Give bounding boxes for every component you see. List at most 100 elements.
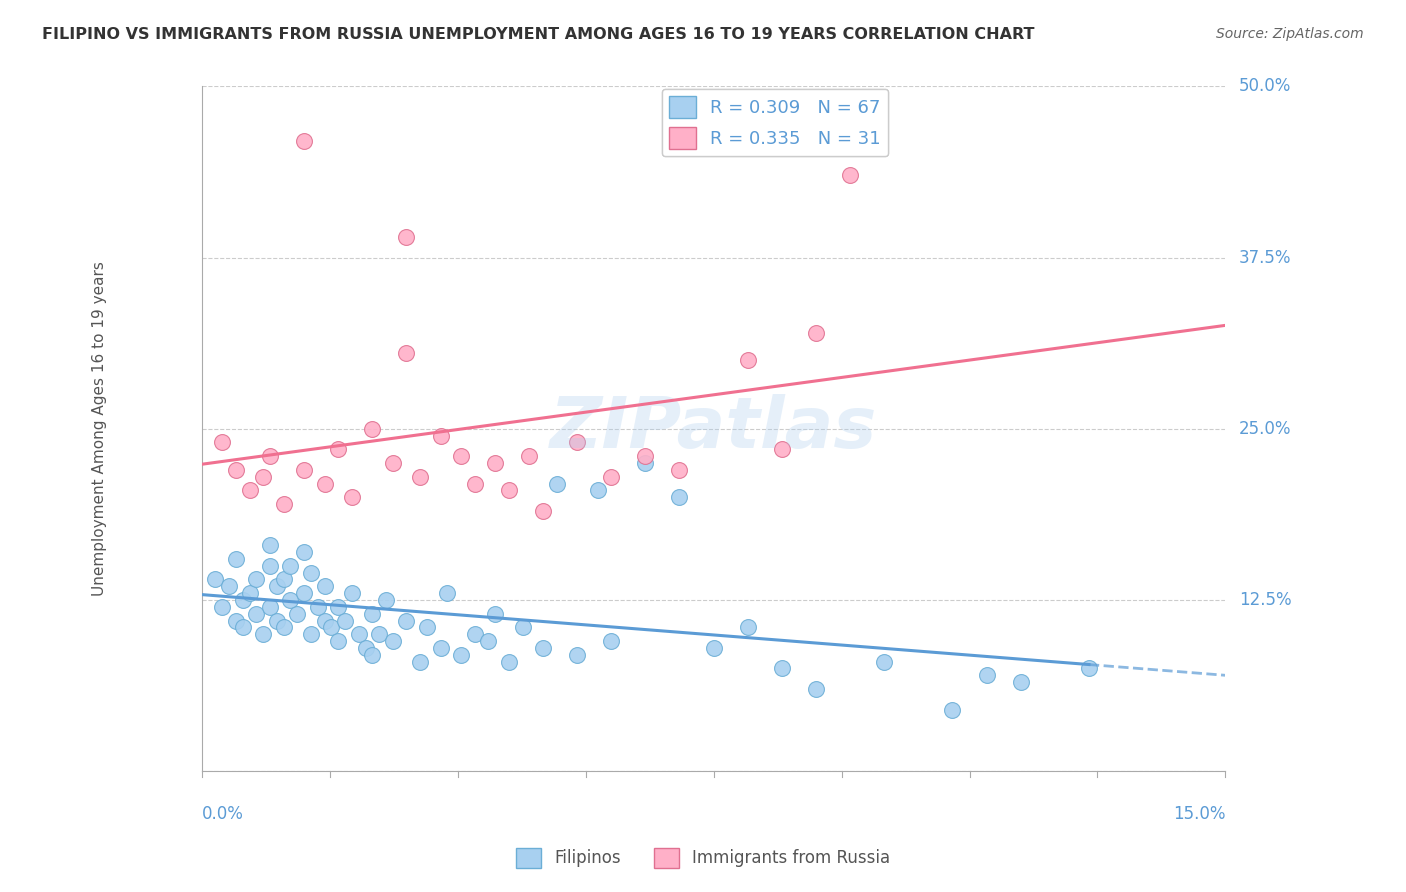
Point <box>464 476 486 491</box>
Text: Source: ZipAtlas.com: Source: ZipAtlas.com <box>1216 27 1364 41</box>
Point <box>259 538 281 552</box>
Point <box>531 504 554 518</box>
Point <box>395 614 418 628</box>
Point <box>634 449 657 463</box>
Point <box>770 661 793 675</box>
Point <box>314 614 336 628</box>
Point <box>395 346 418 360</box>
Point <box>211 435 233 450</box>
Point <box>361 607 384 621</box>
Point <box>804 681 827 696</box>
Point <box>225 463 247 477</box>
Point <box>252 469 274 483</box>
Point <box>600 469 623 483</box>
Point <box>225 552 247 566</box>
Point <box>512 620 534 634</box>
Point <box>409 469 432 483</box>
Point <box>531 640 554 655</box>
Point <box>395 230 418 244</box>
Point <box>409 655 432 669</box>
Point <box>259 449 281 463</box>
Point <box>340 586 363 600</box>
Point <box>321 620 343 634</box>
Point <box>273 497 295 511</box>
Text: ZIPatlas: ZIPatlas <box>550 394 877 463</box>
Point <box>498 655 520 669</box>
Point <box>218 579 240 593</box>
Point <box>280 558 302 573</box>
Point <box>314 476 336 491</box>
Point <box>292 545 315 559</box>
Legend: R = 0.309   N = 67, R = 0.335   N = 31: R = 0.309 N = 67, R = 0.335 N = 31 <box>662 88 889 156</box>
Point <box>238 483 260 498</box>
Point <box>285 607 308 621</box>
Point <box>328 442 350 457</box>
Point <box>703 640 725 655</box>
Text: 15.0%: 15.0% <box>1173 805 1226 823</box>
Point <box>238 586 260 600</box>
Point <box>873 655 896 669</box>
Point <box>292 134 315 148</box>
Legend: Filipinos, Immigrants from Russia: Filipinos, Immigrants from Russia <box>509 841 897 875</box>
Point <box>668 490 690 504</box>
Point <box>565 648 588 662</box>
Point <box>259 558 281 573</box>
Point <box>634 456 657 470</box>
Point <box>328 634 350 648</box>
Point <box>299 627 322 641</box>
Point <box>340 490 363 504</box>
Point <box>429 428 451 442</box>
Point <box>668 463 690 477</box>
Text: Unemployment Among Ages 16 to 19 years: Unemployment Among Ages 16 to 19 years <box>91 261 107 596</box>
Point <box>314 579 336 593</box>
Point <box>498 483 520 498</box>
Point <box>328 599 350 614</box>
Point <box>225 614 247 628</box>
Point <box>259 599 281 614</box>
Point <box>546 476 568 491</box>
Point <box>361 648 384 662</box>
Point <box>450 648 472 662</box>
Point <box>292 463 315 477</box>
Text: FILIPINO VS IMMIGRANTS FROM RUSSIA UNEMPLOYMENT AMONG AGES 16 TO 19 YEARS CORREL: FILIPINO VS IMMIGRANTS FROM RUSSIA UNEMP… <box>42 27 1035 42</box>
Text: 25.0%: 25.0% <box>1239 420 1292 438</box>
Text: 50.0%: 50.0% <box>1239 78 1292 95</box>
Point <box>347 627 370 641</box>
Point <box>737 620 759 634</box>
Point <box>204 573 226 587</box>
Point <box>477 634 499 648</box>
Point <box>976 668 998 682</box>
Point <box>232 620 254 634</box>
Point <box>450 449 472 463</box>
Point <box>941 702 963 716</box>
Point <box>737 353 759 368</box>
Point <box>252 627 274 641</box>
Point <box>804 326 827 340</box>
Point <box>307 599 329 614</box>
Point <box>770 442 793 457</box>
Point <box>375 593 398 607</box>
Point <box>586 483 609 498</box>
Point <box>436 586 458 600</box>
Point <box>354 640 377 655</box>
Point <box>273 573 295 587</box>
Point <box>280 593 302 607</box>
Point <box>232 593 254 607</box>
Point <box>464 627 486 641</box>
Point <box>517 449 540 463</box>
Point <box>211 599 233 614</box>
Point <box>484 607 506 621</box>
Point <box>1010 675 1032 690</box>
Point <box>368 627 391 641</box>
Text: 0.0%: 0.0% <box>202 805 243 823</box>
Text: 37.5%: 37.5% <box>1239 249 1292 267</box>
Point <box>245 607 267 621</box>
Point <box>416 620 439 634</box>
Point <box>381 634 404 648</box>
Text: 12.5%: 12.5% <box>1239 591 1292 609</box>
Point <box>273 620 295 634</box>
Point <box>1077 661 1099 675</box>
Point <box>361 422 384 436</box>
Point <box>381 456 404 470</box>
Point <box>429 640 451 655</box>
